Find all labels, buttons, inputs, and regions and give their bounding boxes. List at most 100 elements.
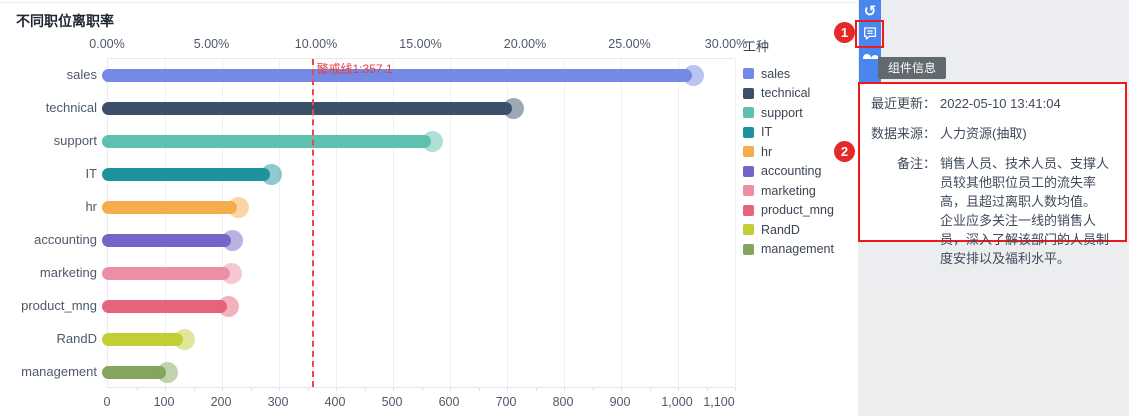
axis-tick-200 <box>222 387 223 391</box>
bar-cap-support[interactable] <box>421 131 443 152</box>
legend-item-support[interactable]: support <box>743 103 834 123</box>
legend-item-sales[interactable]: sales <box>743 64 834 84</box>
legend-title: 工种 <box>743 39 770 54</box>
info-row-updated: 最近更新： 2022-05-10 13:41:04 <box>860 94 1117 113</box>
top-axis-tick: 25.00% <box>608 37 651 51</box>
axis-tick-500 <box>393 387 394 391</box>
undo-button[interactable]: ↺ <box>859 0 881 22</box>
y-label-hr: hr <box>85 198 97 214</box>
bar-cap-RandD[interactable] <box>174 329 196 350</box>
gridline-200 <box>222 59 223 387</box>
legend-item-RandD[interactable]: RandD <box>743 220 834 240</box>
legend-label-hr: hr <box>761 144 773 159</box>
axis-tick-100 <box>165 387 166 391</box>
legend-label-management: management <box>761 242 834 257</box>
legend-item-product_mng[interactable]: product_mng <box>743 201 834 221</box>
legend-swatch-support <box>743 107 754 119</box>
bar-cap-management[interactable] <box>157 362 179 383</box>
chart-title: 不同职位离职率 <box>16 13 114 29</box>
gridline-400 <box>336 59 337 387</box>
legend-label-RandD: RandD <box>761 222 800 237</box>
component-info-panel: 最近更新： 2022-05-10 13:41:04 数据来源： 人力资源(抽取)… <box>858 82 1127 266</box>
bar-cap-hr[interactable] <box>228 197 250 218</box>
bar-cap-accounting[interactable] <box>221 230 243 251</box>
component-info-tooltip: 组件信息 <box>878 57 947 79</box>
chart-plot-area: 警戒线1:357.1 <box>101 58 736 391</box>
legend-label-technical: technical <box>761 86 811 101</box>
axis-tick-450 <box>364 387 366 391</box>
gridline-1100 <box>735 59 736 387</box>
undo-icon: ↺ <box>863 2 877 20</box>
axis-tick-600 <box>450 387 451 391</box>
bar-accounting[interactable] <box>101 234 231 247</box>
bar-cap-marketing[interactable] <box>221 263 243 284</box>
gridline-700 <box>507 59 508 387</box>
top-axis-tick: 5.00% <box>193 37 230 51</box>
bar-hr[interactable] <box>101 201 238 214</box>
image-export-icon <box>862 52 878 59</box>
comment-icon <box>864 27 876 40</box>
legend-item-accounting[interactable]: accounting <box>743 162 834 182</box>
legend-swatch-accounting <box>743 165 754 177</box>
legend-item-IT[interactable]: IT <box>743 123 834 143</box>
bar-sales[interactable] <box>101 69 693 82</box>
annotation-step2-badge: 2 <box>834 141 855 162</box>
chart-legend: 工种 sales technical support IT hr accounting ma… <box>743 36 834 259</box>
legend-swatch-product_mng <box>743 204 754 216</box>
legend-item-technical[interactable]: technical <box>743 84 834 104</box>
axis-tick-750 <box>535 387 537 391</box>
axis-tick-550 <box>421 387 423 391</box>
bar-IT[interactable] <box>101 168 271 181</box>
bar-support[interactable] <box>101 135 431 148</box>
gridline-900 <box>621 59 622 387</box>
bar-cap-IT[interactable] <box>261 164 283 185</box>
axis-tick-1000 <box>678 387 679 391</box>
export-image-button[interactable] <box>859 44 881 66</box>
axis-tick-850 <box>592 387 594 391</box>
bar-product_mng[interactable] <box>101 300 228 313</box>
legend-items: sales technical support IT hr accounting marke… <box>743 64 834 259</box>
legend-item-marketing[interactable]: marketing <box>743 181 834 201</box>
component-info-button[interactable] <box>859 22 881 44</box>
bottom-axis-tick: 1,000 <box>661 395 693 409</box>
axis-tick-50 <box>136 387 138 391</box>
bar-cap-sales[interactable] <box>683 65 705 86</box>
y-label-management: management <box>21 363 97 379</box>
bottom-axis-tick: 700 <box>495 395 517 409</box>
bar-marketing[interactable] <box>101 267 231 280</box>
bar-technical[interactable] <box>101 102 512 115</box>
info-row-remark: 备注： 销售人员、技术人员、支撑人员较其他职位员工的流失率高，且超过离职人数均值… <box>860 154 1117 268</box>
bottom-axis-tick: 800 <box>552 395 574 409</box>
legend-swatch-RandD <box>743 224 754 236</box>
legend-label-sales: sales <box>761 66 791 81</box>
page-background: ↺ 组件信息 最近更新： 2022-05-10 13:41:04 数据来源： 人… <box>858 0 1129 416</box>
legend-item-management[interactable]: management <box>743 240 834 260</box>
chart-panel: 不同职位离职率 0.00% 5.00% 10.00% 15.00% 20.00% 25.0… <box>0 2 858 409</box>
axis-tick-300 <box>279 387 280 391</box>
top-axis-tick: 10.00% <box>294 37 338 51</box>
y-label-sales: sales <box>66 66 97 82</box>
updated-label: 最近更新： <box>870 96 936 111</box>
bottom-axis-tick: 500 <box>381 395 403 409</box>
legend-label-accounting: accounting <box>761 164 822 179</box>
warning-line <box>311 59 314 387</box>
annotation-box-step1 <box>855 20 884 48</box>
axis-tick-400 <box>336 387 337 391</box>
y-label-marketing: marketing <box>39 264 97 280</box>
gridline-300 <box>279 59 280 387</box>
top-axis-tick: 20.00% <box>503 37 547 51</box>
source-value: 人力资源(抽取) <box>940 126 1027 141</box>
gridline-800 <box>564 59 565 387</box>
axis-tick-250 <box>250 387 252 391</box>
y-label-IT: IT <box>85 165 97 181</box>
bar-cap-product_mng[interactable] <box>218 296 240 317</box>
remark-label: 备注： <box>896 156 936 171</box>
bar-RandD[interactable] <box>101 333 184 346</box>
top-axis-tick: 30.00% <box>704 37 748 51</box>
legend-item-hr[interactable]: hr <box>743 142 834 162</box>
bar-cap-technical[interactable] <box>502 98 524 119</box>
legend-label-IT: IT <box>761 125 773 140</box>
axis-tick-700 <box>507 387 508 391</box>
bar-management[interactable] <box>101 366 167 379</box>
bottom-axis-tick: 100 <box>153 395 175 409</box>
